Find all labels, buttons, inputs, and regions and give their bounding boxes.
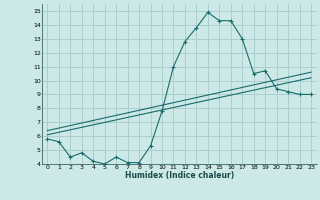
X-axis label: Humidex (Indice chaleur): Humidex (Indice chaleur)	[124, 171, 234, 180]
